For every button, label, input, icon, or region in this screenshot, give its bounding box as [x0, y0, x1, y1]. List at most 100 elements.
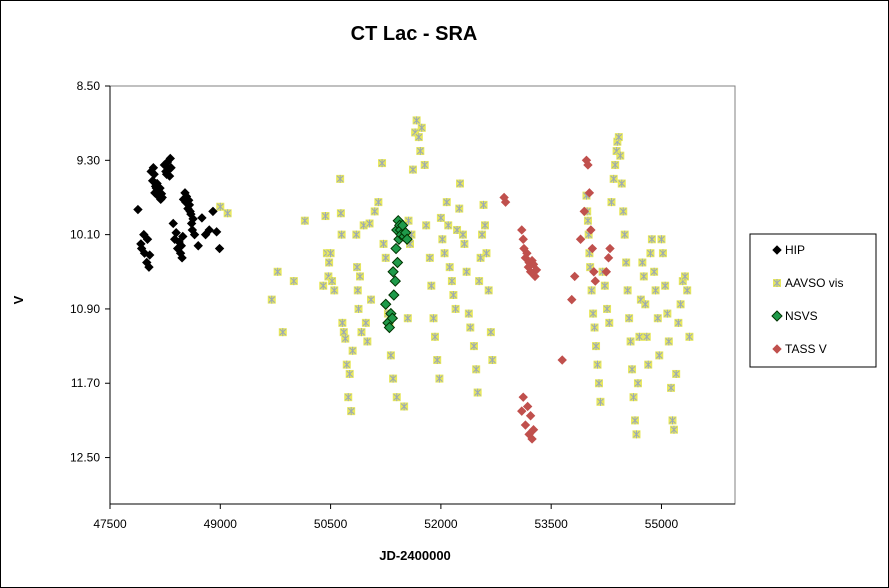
y-tick-label: 8.50 — [77, 79, 101, 93]
hip-point — [189, 229, 200, 240]
aavso-vis-point — [328, 277, 337, 286]
aavso-vis-point — [620, 230, 629, 239]
aavso-vis-point — [336, 209, 345, 218]
tass-v-point — [586, 225, 596, 235]
aavso-vis-point — [223, 209, 232, 218]
aavso-vis-point — [422, 221, 431, 230]
hip-point — [204, 225, 214, 235]
plot-area — [109, 85, 736, 505]
aavso-vis-point — [420, 160, 429, 169]
aavso-vis-point — [614, 133, 623, 142]
aavso-vis-point — [326, 249, 335, 258]
x-tick-label: 50500 — [314, 517, 348, 531]
legend-box — [749, 233, 877, 368]
aavso-vis-point — [592, 342, 601, 351]
aavso-vis-point — [408, 165, 417, 174]
aavso-vis-point — [451, 304, 460, 313]
hip-point — [142, 234, 153, 244]
aavso-vis-point — [632, 430, 641, 439]
tass-v-point — [518, 234, 528, 244]
aavso-vis-point — [593, 360, 602, 369]
hip-point — [168, 218, 178, 229]
aavso-vis-point — [404, 216, 413, 225]
hip-point — [149, 169, 159, 179]
x-tick-label: 47500 — [93, 517, 127, 531]
tass-v-point — [525, 411, 536, 421]
aavso-vis-point — [449, 291, 458, 299]
aavso-vis-point — [345, 369, 354, 378]
aavso-vis-point — [651, 286, 660, 295]
aavso-vis-point — [336, 174, 345, 183]
aavso-vis-point — [338, 318, 347, 327]
aavso-vis-point — [676, 300, 685, 309]
aavso-vis-point — [683, 286, 692, 295]
hip-point — [188, 214, 198, 224]
aavso-vis-point — [587, 286, 596, 295]
aavso-vis-point — [341, 334, 350, 343]
aavso-vis-point — [379, 239, 388, 248]
nsvs-point — [401, 233, 413, 245]
aavso-vis-point — [416, 147, 425, 156]
tass-v-point — [584, 188, 595, 198]
aavso-vis-point — [482, 249, 491, 258]
aavso-vis-point — [633, 379, 642, 388]
aavso-vis-point — [667, 383, 676, 392]
aavso-vis-point — [436, 213, 445, 222]
aavso-vis-point — [425, 253, 434, 262]
tass-v-point — [531, 265, 542, 275]
aavso-vis-point — [348, 346, 357, 355]
aavso-vis-point — [600, 281, 609, 290]
aavso-vis-point — [603, 304, 612, 313]
aavso-vis-point — [374, 198, 383, 207]
aavso-vis-point — [427, 281, 436, 290]
aavso-vis-point — [661, 281, 670, 290]
legend-label-hip: HIP — [785, 243, 805, 257]
aavso-vis-point — [668, 416, 677, 425]
x-axis-ticks: 47500 49000 50500 52000 53500 55000 — [93, 504, 678, 531]
aavso-vis-point — [653, 314, 662, 323]
aavso-vis-point — [617, 179, 626, 188]
x-tick-label: 52000 — [424, 517, 458, 531]
aavso-vis-point — [472, 365, 481, 374]
aavso-vis-point — [669, 425, 678, 434]
aavso-vis-point — [352, 230, 361, 239]
aavso-vis-point — [353, 286, 362, 295]
aavso-vis-point — [460, 239, 469, 248]
aavso-vis-point — [635, 332, 644, 341]
aavso-vis-point — [583, 216, 592, 225]
hip-point — [193, 241, 203, 251]
aavso-vis-point — [357, 328, 366, 337]
aavso-vis-point — [354, 304, 363, 313]
aavso-vis-point — [473, 388, 482, 397]
aavso-vis-point — [344, 393, 353, 402]
legend-label-nsvs: NSVS — [785, 309, 818, 323]
aavso-vis-point — [273, 267, 282, 276]
tass-v-point — [557, 355, 567, 365]
aavso-vis-point — [381, 253, 390, 262]
aavso-vis-point — [641, 300, 650, 309]
nsvs-point — [389, 275, 402, 287]
legend-marker-aavso-vis — [773, 279, 781, 287]
tass-v-point — [605, 243, 615, 254]
aavso-vis-point — [609, 174, 618, 183]
y-tick-label: 9.30 — [77, 153, 101, 167]
aavso-vis-point — [444, 221, 453, 230]
hip-point — [169, 234, 180, 244]
aavso-vis-point — [347, 407, 356, 416]
aavso-vis-point — [431, 332, 439, 341]
hip-point — [139, 248, 150, 258]
aavso-vis-point — [607, 198, 616, 207]
aavso-vis-point — [590, 323, 599, 332]
legend-marker-nsvs — [771, 310, 783, 322]
tass-v-point — [590, 276, 601, 286]
aavso-vis-point — [479, 200, 488, 209]
aavso-vis-point — [596, 397, 605, 406]
aavso-vis-point — [486, 328, 495, 337]
aavso-vis-point — [685, 332, 694, 341]
aavso-vis-point — [414, 133, 423, 142]
tass-v-point — [583, 160, 593, 170]
aavso-vis-point — [639, 272, 648, 281]
aavso-vis-point — [403, 314, 412, 323]
hip-point — [166, 163, 176, 173]
